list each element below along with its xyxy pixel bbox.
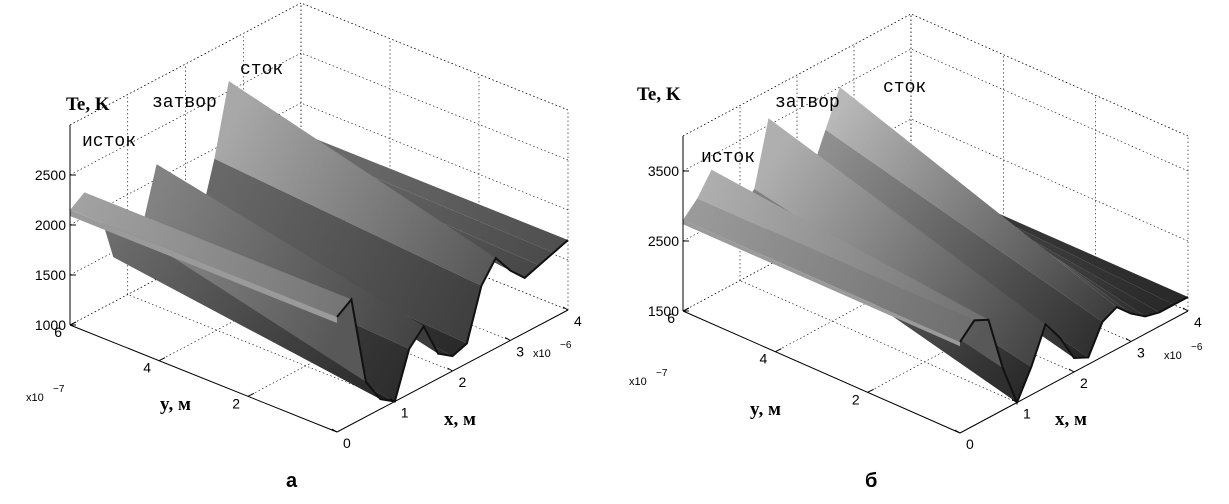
y-axis [69, 324, 338, 433]
y-axis-multiplier: x10 [629, 376, 647, 388]
surface-patch [754, 118, 1046, 367]
y-tick-label: 4 [760, 351, 768, 367]
surface-patch [286, 133, 568, 253]
grid-line [910, 13, 1189, 137]
surface-left-edge [683, 220, 960, 347]
x-tick-label: 2 [1080, 375, 1088, 391]
plot-caption-b: б [865, 470, 878, 492]
x-axis-label: x, м [1055, 409, 1087, 430]
y-axis-label: y, м [160, 394, 191, 415]
grid-line [739, 280, 1018, 403]
x-axis-multiplier-exponent: −6 [560, 340, 572, 351]
y-axis-label: y, м [750, 399, 781, 420]
grid-line [910, 48, 1189, 172]
x-tick-label: 3 [1137, 345, 1145, 361]
axes-a: 1000 1500 2000 2500 6 4 2 0 1 2 3 4 [35, 125, 582, 451]
x-tick [1011, 399, 1018, 403]
x-axis-label: x, м [444, 409, 476, 430]
y-tick [867, 388, 874, 393]
z-tick-label: 3500 [648, 163, 679, 179]
region-label-gate: затвор [152, 93, 217, 113]
y-tick-label: 6 [667, 310, 675, 326]
surface-patch [98, 209, 381, 400]
temperature-surface-a [70, 81, 569, 403]
surface-patch [825, 87, 1117, 322]
x-tick-label: 0 [343, 435, 351, 451]
y-tick-label: 2 [852, 391, 860, 407]
grid-line [300, 52, 569, 161]
y-tick-label: 6 [54, 324, 62, 340]
grid-line [682, 13, 912, 137]
surface-plot-a-canvas: 1000 1500 2000 2500 6 4 2 0 1 2 3 4 Te, K x, м y, м ист… [26, 2, 582, 451]
y-axis [682, 310, 961, 434]
grid-line [910, 118, 1189, 242]
x-tick [331, 428, 338, 433]
x-tick-label: 2 [459, 374, 467, 390]
y-tick-label: 2 [232, 395, 240, 411]
plot-caption-a: а [286, 470, 298, 492]
surface-front-edge [959, 296, 1189, 406]
z-tick-label: 1500 [35, 267, 66, 283]
z-tick-label: 2500 [648, 233, 679, 249]
x-tick-label: 0 [966, 436, 974, 452]
surface-patch [214, 81, 496, 286]
x-tick-label: 1 [1023, 406, 1031, 422]
surface-patch [199, 158, 482, 344]
z-axis-label: Te, K [637, 84, 681, 105]
z-tick-label: 1000 [35, 317, 66, 333]
y-tick [69, 321, 77, 326]
x-tick-label: 3 [516, 344, 524, 360]
x-tick-label: 1 [401, 405, 409, 421]
surface-patch [697, 169, 989, 321]
region-label-gate: затвор [775, 93, 840, 113]
surface-plot-b: 1500 2500 3500 6 4 2 0 1 2 3 4 Te, K x, м y, м исток за… [615, 0, 1225, 504]
surface-front-edge [336, 239, 569, 403]
y-tick [158, 357, 166, 362]
x-axis-multiplier: x10 [533, 348, 551, 360]
temperature-surface-b [683, 87, 1189, 406]
x-tick-label: 4 [1194, 314, 1202, 330]
axes-b: 1500 2500 3500 6 4 2 0 1 2 3 4 [648, 136, 1202, 452]
y-tick [775, 348, 782, 353]
z-tick-label: 1500 [648, 303, 679, 319]
surface-patch [70, 192, 352, 317]
surface-patch [683, 198, 975, 342]
x-axis-multiplier: x10 [1164, 350, 1182, 362]
y-tick-label: 4 [143, 360, 151, 376]
surface-patch [868, 134, 1160, 317]
z-tick-label: 2500 [35, 167, 66, 183]
surface-plot-a: 1000 1500 2000 2500 6 4 2 0 1 2 3 4 Te, K x, м y, м ист… [0, 0, 610, 504]
z-tick-label: 2000 [35, 217, 66, 233]
region-label-drain: сток [883, 78, 926, 98]
x-tick [447, 367, 453, 372]
grid-line [300, 2, 569, 111]
z-axis-label: Te, K [66, 94, 110, 115]
y-tick [247, 392, 255, 397]
x-tick [1182, 307, 1189, 312]
region-label-source: исток [82, 132, 136, 152]
surface-patch [882, 155, 1174, 313]
x-tick [389, 398, 396, 402]
x-tick [504, 337, 511, 341]
x-tick [1068, 368, 1075, 373]
surface-patch [811, 129, 1103, 358]
region-label-source: исток [701, 148, 755, 168]
region-label-drain: сток [240, 60, 283, 80]
x-axis-multiplier-exponent: −6 [1191, 342, 1203, 353]
y-axis-multiplier-exponent: −7 [53, 384, 65, 395]
x-tick [1125, 338, 1132, 342]
y-tick [682, 307, 690, 312]
x-tick-label: 4 [574, 313, 582, 329]
x-tick [954, 429, 961, 434]
surface-left-edge [70, 210, 337, 323]
y-axis-multiplier-exponent: −7 [656, 368, 668, 379]
surface-patch [142, 164, 424, 349]
surface-plot-b-canvas: 1500 2500 3500 6 4 2 0 1 2 3 4 Te, K x, м y, м исток за… [629, 13, 1203, 452]
x-tick [562, 306, 569, 311]
y-axis-multiplier: x10 [26, 392, 44, 404]
